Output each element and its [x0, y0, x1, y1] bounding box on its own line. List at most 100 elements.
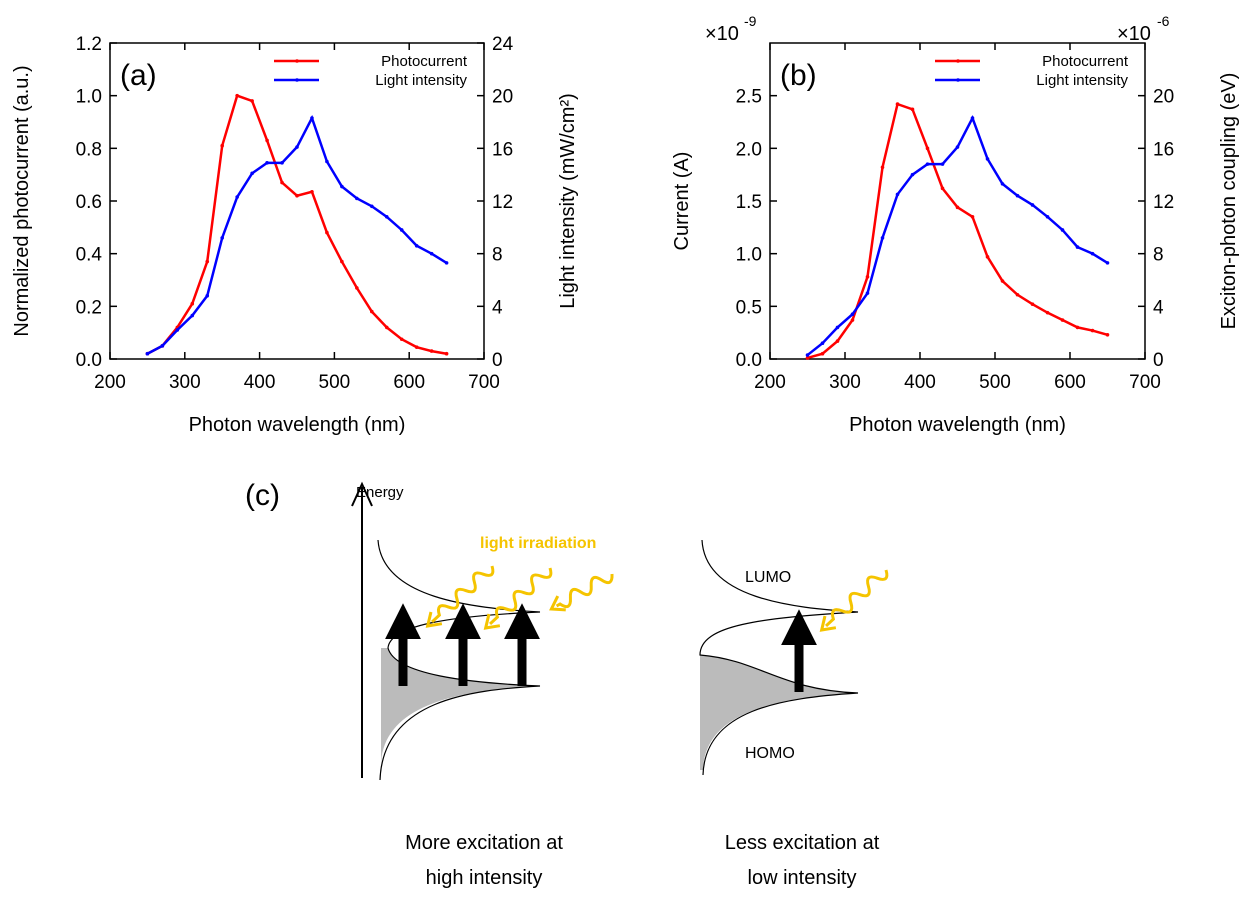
- data-point: [355, 286, 359, 290]
- data-point: [250, 171, 254, 176]
- y-axis-title: Normalized photocurrent (a.u.): [11, 65, 33, 336]
- y2-tick-label: 4: [492, 297, 503, 318]
- caption: Less excitation at: [725, 832, 880, 854]
- legend-label: Photocurrent: [381, 53, 468, 70]
- data-point: [310, 116, 314, 120]
- plot-frame: [109, 42, 485, 360]
- data-point: [895, 192, 900, 197]
- data-point: [355, 196, 359, 201]
- panel-label: (b): [780, 59, 817, 92]
- x-tick-label: 700: [468, 372, 500, 393]
- irradiation-label: light irradiation: [480, 535, 596, 552]
- data-point: [970, 215, 975, 219]
- data-point: [175, 328, 180, 332]
- data-point: [820, 351, 825, 356]
- data-point: [220, 143, 224, 148]
- data-point: [1045, 310, 1050, 315]
- y2-tick-label: 4: [1153, 297, 1164, 318]
- x-tick-label: 300: [829, 372, 861, 393]
- data-point: [880, 165, 885, 170]
- data-point: [280, 161, 284, 165]
- diagram: (c) Energy light irradiation LUMO HOMO M…: [245, 479, 889, 889]
- data-point: [850, 318, 855, 322]
- data-point: [850, 312, 855, 317]
- legend-label: Light intensity: [375, 72, 467, 89]
- data-point: [265, 138, 269, 143]
- legend-marker: [295, 59, 299, 63]
- data-point: [310, 189, 314, 194]
- lumo-label: LUMO: [745, 569, 791, 586]
- x-tick-label: 200: [754, 372, 786, 393]
- data-point: [370, 204, 374, 209]
- data-point: [1075, 325, 1080, 330]
- legend-marker: [295, 78, 299, 82]
- data-point: [295, 193, 299, 198]
- caption: high intensity: [426, 867, 543, 889]
- data-point: [910, 107, 915, 112]
- data-point: [280, 180, 284, 185]
- data-point: [295, 145, 299, 149]
- y-axis-title: Current (A): [671, 152, 693, 251]
- excitation-arrows: [385, 603, 540, 686]
- data-point: [1060, 228, 1065, 232]
- data-point: [325, 159, 329, 164]
- data-point: [414, 345, 419, 349]
- y2-axis-title: Light intensity (mW/cm²): [557, 93, 579, 309]
- y2-tick-label: 12: [1153, 192, 1174, 213]
- x-tick-label: 200: [94, 372, 126, 393]
- y-tick-label: 2.5: [736, 87, 762, 108]
- data-point: [940, 186, 945, 191]
- panel-label: (c): [245, 479, 280, 512]
- data-point: [414, 243, 419, 248]
- data-point: [235, 93, 239, 98]
- data-point: [835, 325, 840, 330]
- homo-label: HOMO: [745, 745, 795, 762]
- data-point: [1015, 193, 1020, 198]
- data-point: [985, 157, 990, 161]
- y-tick-label: 0.4: [76, 245, 103, 266]
- legend-marker: [956, 78, 960, 82]
- light-wave: [819, 569, 889, 632]
- series-line: [146, 114, 448, 355]
- data-point: [325, 230, 329, 235]
- x-tick-label: 600: [1054, 372, 1086, 393]
- data-point: [429, 349, 434, 353]
- y2-tick-label: 16: [492, 139, 513, 160]
- data-point: [1060, 318, 1065, 322]
- panel-label: (a): [120, 59, 157, 92]
- data-point: [1015, 292, 1020, 297]
- data-point: [1000, 279, 1005, 283]
- data-point: [145, 351, 150, 356]
- y-tick-label: 1.5: [736, 192, 762, 213]
- data-point: [1045, 215, 1050, 219]
- data-point: [399, 228, 404, 232]
- x-tick-label: 400: [904, 372, 936, 393]
- y-tick-label: 1.0: [736, 245, 762, 266]
- data-point: [265, 161, 269, 165]
- data-point: [1105, 261, 1110, 265]
- data-point: [925, 162, 930, 166]
- data-point: [955, 205, 960, 210]
- y2-tick-label: 20: [492, 87, 513, 108]
- homo-fill: [700, 655, 858, 770]
- data-point: [1030, 302, 1035, 307]
- data-point: [835, 339, 840, 343]
- data-point: [190, 301, 195, 306]
- data-point: [805, 353, 810, 357]
- legend-label: Photocurrent: [1042, 53, 1129, 70]
- y2-tick-label: 20: [1153, 87, 1174, 108]
- y2-tick-label: 24: [492, 34, 514, 55]
- x-tick-label: 600: [393, 372, 425, 393]
- y-multiplier: ×10: [705, 23, 739, 45]
- x-tick-label: 500: [319, 372, 351, 393]
- legend-label: Light intensity: [1036, 72, 1128, 89]
- y-tick-label: 0.8: [76, 139, 102, 160]
- data-point: [205, 294, 210, 298]
- y-tick-label: 1.2: [76, 34, 102, 55]
- y-tick-label: 0.6: [76, 192, 102, 213]
- plot-frame: [769, 42, 1146, 360]
- light-waves: [425, 565, 614, 630]
- y-tick-label: 0.2: [76, 297, 102, 318]
- legend-marker: [956, 59, 960, 63]
